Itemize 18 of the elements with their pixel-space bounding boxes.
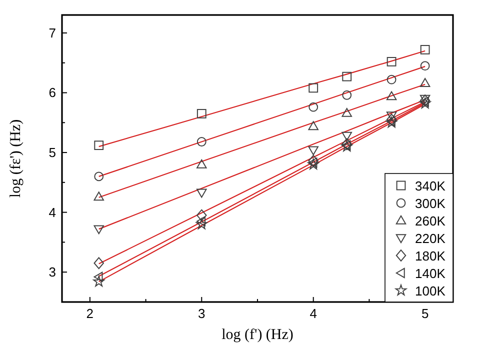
x-tick-label: 4 bbox=[310, 306, 317, 321]
x-axis-title: log (f') (Hz) bbox=[222, 327, 294, 343]
legend-label: 140K bbox=[415, 266, 446, 281]
y-tick-label: 3 bbox=[48, 264, 56, 280]
x-tick-label: 3 bbox=[198, 306, 206, 321]
y-tick-label: 5 bbox=[48, 145, 56, 160]
legend-label: 260K bbox=[415, 214, 446, 228]
legend-label: 340K bbox=[415, 178, 446, 194]
y-tick-label: 7 bbox=[48, 25, 56, 40]
legend-label: 100K bbox=[415, 284, 446, 298]
y-tick-label: 6 bbox=[48, 85, 56, 100]
legend-label: 220K bbox=[415, 231, 446, 246]
y-axis-title: log (fε') (Hz) bbox=[8, 119, 24, 198]
x-tick-label: 2 bbox=[86, 306, 94, 321]
legend-label: 300K bbox=[415, 196, 446, 211]
y-tick-label: 4 bbox=[48, 204, 56, 220]
legend-label: 180K bbox=[415, 248, 446, 264]
x-tick-label: 5 bbox=[421, 306, 429, 321]
